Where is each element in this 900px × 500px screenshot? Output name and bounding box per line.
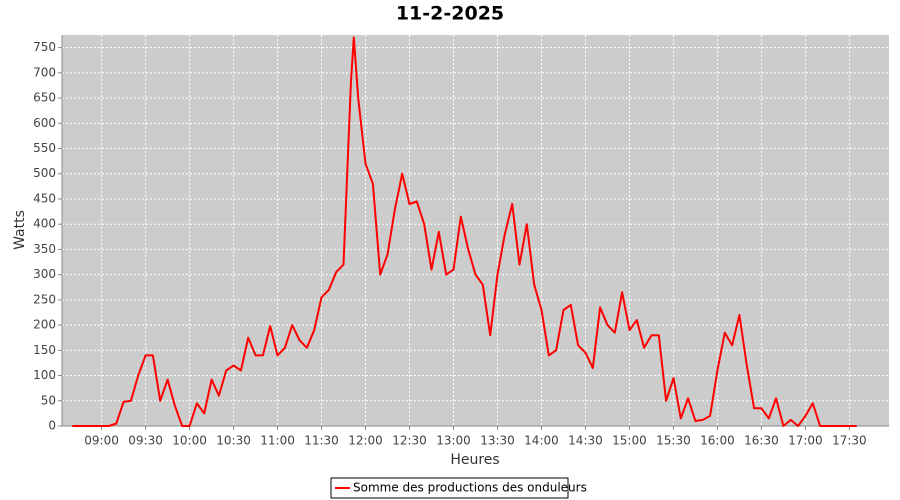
y-tick-label: 150 bbox=[33, 343, 56, 357]
y-tick-label: 0 bbox=[48, 419, 56, 433]
x-tick-label: 15:30 bbox=[656, 434, 691, 448]
x-tick-label: 09:00 bbox=[84, 434, 119, 448]
y-tick-label: 600 bbox=[33, 116, 56, 130]
x-axis-label: Heures bbox=[450, 452, 499, 468]
x-tick-label: 12:30 bbox=[392, 434, 427, 448]
x-tick-label: 11:30 bbox=[304, 434, 339, 448]
y-tick-label: 200 bbox=[33, 318, 56, 332]
x-tick-label: 12:00 bbox=[348, 434, 383, 448]
plot-area bbox=[62, 35, 889, 426]
y-tick-label: 450 bbox=[33, 191, 56, 205]
y-tick-label: 550 bbox=[33, 141, 56, 155]
y-tick-label: 750 bbox=[33, 40, 56, 54]
series-line bbox=[72, 36, 857, 427]
y-tick-label: 100 bbox=[33, 368, 56, 382]
y-tick-label: 700 bbox=[33, 65, 56, 79]
y-tick-label: 50 bbox=[41, 393, 56, 407]
x-tick-label: 13:00 bbox=[436, 434, 471, 448]
x-tick-label: 10:00 bbox=[172, 434, 207, 448]
y-tick-label: 350 bbox=[33, 242, 56, 256]
y-tick-label: 250 bbox=[33, 292, 56, 306]
chart-title: 11-2-2025 bbox=[396, 3, 504, 25]
x-tick-label: 17:00 bbox=[788, 434, 823, 448]
x-tick-label: 15:00 bbox=[612, 434, 647, 448]
x-tick-label: 11:00 bbox=[260, 434, 295, 448]
x-tick-label: 13:30 bbox=[480, 434, 515, 448]
x-tick-label: 17:30 bbox=[832, 434, 867, 448]
grid-layer bbox=[62, 35, 889, 427]
x-tick-label: 14:00 bbox=[524, 434, 559, 448]
y-tick-label: 400 bbox=[33, 217, 56, 231]
y-tick-label: 650 bbox=[33, 91, 56, 105]
y-axis-label: Watts bbox=[12, 210, 28, 250]
x-tick-label: 16:30 bbox=[744, 434, 779, 448]
x-tick-label: 09:30 bbox=[128, 434, 163, 448]
legend-label: Somme des productions des onduleurs bbox=[353, 481, 587, 495]
y-tick-label: 500 bbox=[33, 166, 56, 180]
y-tick-label: 300 bbox=[33, 267, 56, 281]
x-tick-label: 10:30 bbox=[216, 434, 251, 448]
x-tick-label: 16:00 bbox=[700, 434, 735, 448]
legend-box bbox=[330, 477, 569, 499]
x-tick-label: 14:30 bbox=[568, 434, 603, 448]
